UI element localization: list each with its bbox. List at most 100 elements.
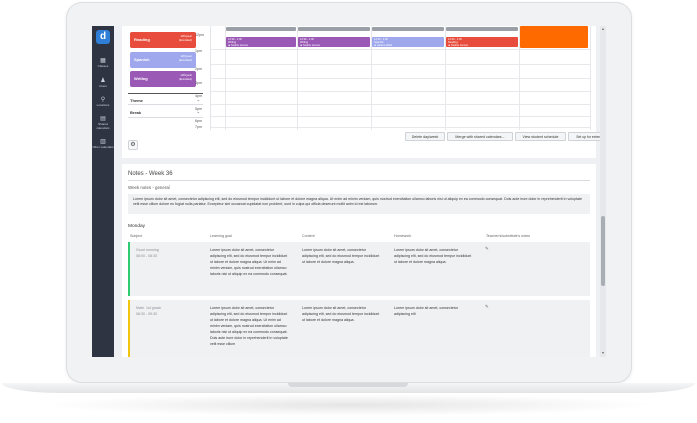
scrollbar-thumb[interactable] xyxy=(601,216,605,286)
event-subject: Writing xyxy=(228,41,237,44)
scroll-up-arrow[interactable]: ▴ xyxy=(601,26,604,31)
sidebar-item-label: Shared calendars xyxy=(96,122,110,130)
calendar-row: 5pm xyxy=(195,104,591,115)
lesson-subject: Math. 1st grade 08:30 - 09:30 xyxy=(136,305,161,317)
lesson-row[interactable]: Math. 1st grade 08:30 - 09:30 Lorem ipsu… xyxy=(128,300,590,357)
event-time: 12:30 - 1:30 xyxy=(300,38,314,41)
calendar-row: 12pm xyxy=(195,26,591,37)
scroll-down-arrow[interactable]: ▾ xyxy=(601,350,604,355)
calendar-event[interactable] xyxy=(298,27,370,31)
sidebar-item-label: Locations xyxy=(96,103,110,107)
general-notes-text[interactable]: Lorem ipsum dolor sit amet, consectetur … xyxy=(128,194,590,214)
calendar-event[interactable]: 12:30 - 1:30 Writing ♟ Sophie Jensen xyxy=(298,37,370,47)
subject-color-bar xyxy=(128,242,130,296)
day-column-divider xyxy=(225,26,226,130)
calendar-event[interactable] xyxy=(372,27,444,31)
lesson-row[interactable]: Good morning 08:00 - 08:30 Lorem ipsum d… xyxy=(128,242,590,296)
time-label: 2pm xyxy=(195,67,202,71)
lesson-time: 08:30 - 09:30 xyxy=(136,312,158,316)
calendar-event[interactable]: 12:30 - 1:30 Writing ♟ Sophie Jensen xyxy=(226,37,296,47)
location-pin-icon: ⚲ xyxy=(100,97,106,103)
calendar-icon: ▤ xyxy=(100,116,106,122)
calendar-row: 4pm xyxy=(195,91,591,102)
calendar-event[interactable] xyxy=(520,26,588,48)
calendar-event[interactable]: 12:30 - 1:30 Reading ♟ Sophie Jensen xyxy=(446,37,518,47)
calendar-event[interactable]: 12:30 - 1:30 Spanish ♟ Helene Ward xyxy=(372,37,444,47)
time-label: 7pm xyxy=(195,125,202,129)
subject-name: Spanish xyxy=(134,57,150,62)
lesson-subject: Good morning 08:00 - 08:30 xyxy=(136,247,159,259)
accordion-theme[interactable]: Theme ⌄ xyxy=(128,93,203,105)
subject-hours: 12h/year (Enrolled) xyxy=(178,54,192,62)
event-teacher: ♟ Sophie Jensen xyxy=(448,44,469,47)
general-notes-heading: Week notes - general xyxy=(128,185,170,190)
notes-title: Notes - Week 36 xyxy=(128,171,173,177)
calendar-row: 2pm xyxy=(195,64,591,75)
chevron-down-icon: ⌄ xyxy=(196,97,200,102)
accordion-label: Break xyxy=(130,110,142,115)
sidebar-item-locations[interactable]: ⚲ Locations xyxy=(92,97,114,108)
subject-hours: 12h/year (Enrolled) xyxy=(178,73,192,81)
event-teacher: ♟ Helene Ward xyxy=(374,44,393,47)
calendar-event[interactable] xyxy=(226,27,296,31)
time-label: 1pm xyxy=(195,49,202,53)
lesson-subject-name: Math. 1st grade xyxy=(136,306,161,310)
event-subject: Spanish xyxy=(374,41,384,44)
view-student-schedule-button[interactable]: View student schedule xyxy=(515,132,566,141)
accordion-break[interactable]: Break ⌄ xyxy=(128,106,203,118)
time-label: 3pm xyxy=(195,81,202,85)
event-subject: Writing xyxy=(300,41,309,44)
sidebar-item-other-calendars[interactable]: ▥ Other calendars xyxy=(92,139,114,150)
sidebar-item-classes[interactable]: ▦ Classes xyxy=(92,58,114,69)
laptop-shadow xyxy=(40,394,657,416)
delete-day-week-button[interactable]: Delete day/week xyxy=(405,132,445,141)
app-logo[interactable]: d xyxy=(96,30,110,44)
vertical-scrollbar[interactable] xyxy=(600,26,606,357)
event-teacher: ♟ Sophie Jensen xyxy=(300,44,321,47)
lesson-subject-name: Good morning xyxy=(136,248,159,252)
calendar-icon: ▥ xyxy=(100,139,106,145)
sidebar-item-shared-calendars[interactable]: ▤ Shared calendars xyxy=(92,116,114,130)
merge-shared-calendars-button[interactable]: Merge with shared calendars... xyxy=(447,132,513,141)
laptop-notch xyxy=(288,383,408,387)
time-label: 12pm xyxy=(195,33,204,37)
learning-goal-cell: Lorem ipsum dolor sit amet, consectetur … xyxy=(210,306,288,346)
subject-hours: 12h/year (Enrolled) xyxy=(178,34,192,42)
pencil-icon[interactable]: ✎ xyxy=(485,246,489,251)
classes-icon: ▦ xyxy=(100,58,106,64)
divider xyxy=(128,180,590,181)
calendar-panel: Reading 12h/year (Enrolled) Spanish 12h/… xyxy=(122,26,606,158)
calendar-row: 3pm xyxy=(195,78,591,89)
column-header: Learning goal xyxy=(210,234,232,238)
event-subject: Reading xyxy=(448,41,458,44)
learning-goal-cell: Lorem ipsum dolor sit amet, consectetur … xyxy=(210,248,288,276)
subject-name: Reading xyxy=(134,37,150,42)
pencil-icon[interactable]: ✎ xyxy=(485,304,489,309)
calendar-row: 6pm xyxy=(195,116,591,127)
sidebar-item-users[interactable]: ♟ Users xyxy=(92,78,114,89)
time-label: 6pm xyxy=(195,119,202,123)
homework-cell: Lorem ipsum dolor sit amet, consectetur … xyxy=(394,248,472,264)
subject-color-bar xyxy=(128,300,130,357)
external-view-button[interactable]: Set up for external view xyxy=(568,132,606,141)
calendar-event[interactable] xyxy=(446,27,518,31)
gear-icon[interactable]: ⚙ xyxy=(128,140,138,150)
subject-card-reading[interactable]: Reading 12h/year (Enrolled) xyxy=(130,32,196,48)
sidebar-item-label: Classes xyxy=(97,64,109,68)
column-header: Teacher's/substitute's notes xyxy=(486,234,530,238)
homework-cell: Lorem ipsum dolor sit amet, consectetur … xyxy=(394,306,458,316)
day-column-divider xyxy=(590,26,591,130)
week-calendar-grid[interactable]: 12pm 1pm 2pm 3pm 4pm 5pm 6pm 7pm xyxy=(195,26,591,130)
event-time: 12:30 - 1:30 xyxy=(228,38,242,41)
column-header: Homework xyxy=(394,234,412,238)
subject-card-spanish[interactable]: Spanish 12h/year (Enrolled) xyxy=(130,52,196,68)
event-time: 12:30 - 1:30 xyxy=(448,38,462,41)
time-label: 5pm xyxy=(195,107,202,111)
sidebar-item-label: Other calendars xyxy=(92,145,114,149)
column-header: Content xyxy=(302,234,315,238)
users-icon: ♟ xyxy=(100,78,106,84)
subject-card-writing[interactable]: Writing 12h/year (Enrolled) xyxy=(130,71,196,87)
content-cell: Lorem ipsum dolor sit amet, consectetur … xyxy=(302,306,380,322)
event-time: 12:30 - 1:30 xyxy=(374,38,388,41)
